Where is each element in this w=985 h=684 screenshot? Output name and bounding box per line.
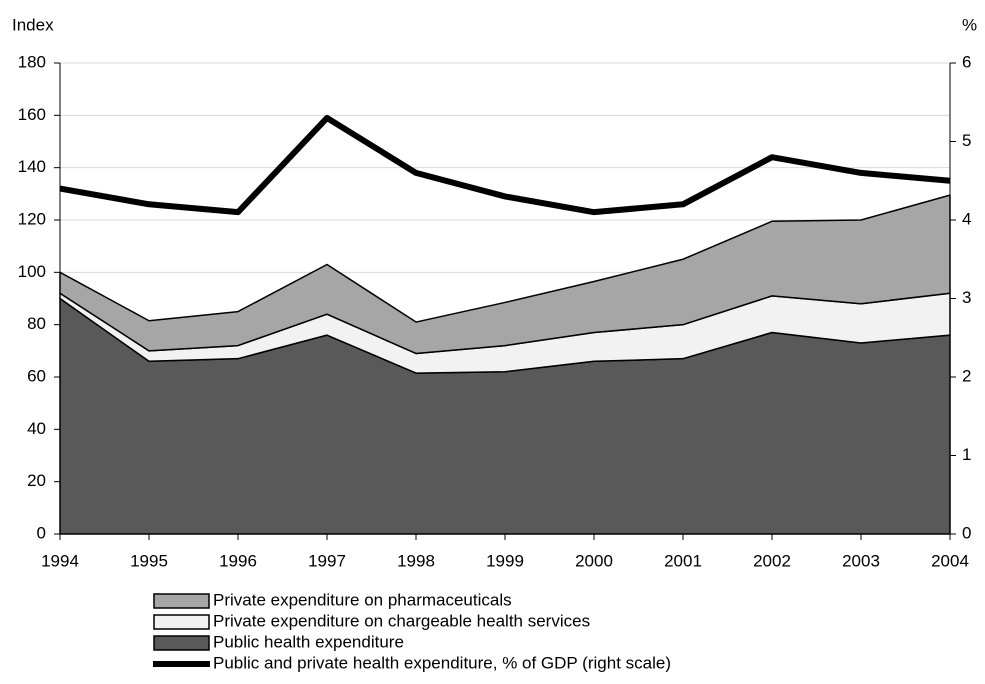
legend-label: Public health expenditure [213, 632, 404, 651]
x-tick-label: 1995 [130, 551, 168, 570]
x-tick-label: 2001 [664, 551, 702, 570]
x-tick-label: 2003 [842, 551, 880, 570]
x-tick-label: 2000 [575, 551, 613, 570]
y2-tick-label: 4 [962, 209, 971, 228]
y-tick-label: 120 [18, 209, 46, 228]
legend-label: Public and private health expenditure, %… [213, 653, 671, 672]
x-tick-label: 1998 [397, 551, 435, 570]
legend-swatch [153, 614, 210, 630]
y-tick-label: 160 [18, 105, 46, 124]
y-tick-label: 0 [37, 523, 46, 542]
line [59, 114, 951, 216]
y2-tick-label: 0 [962, 523, 971, 542]
legend-swatch [153, 635, 210, 651]
x-tick-label: 1996 [219, 551, 257, 570]
y2-axis-label: % [962, 15, 977, 34]
x-tick-label: 1997 [308, 551, 346, 570]
legend-label: Private expenditure on chargeable health… [213, 611, 590, 630]
y2-tick-label: 5 [962, 131, 971, 150]
x-tick-label: 1994 [41, 551, 79, 570]
y2-tick-label: 6 [962, 52, 971, 71]
x-tick-label: 2002 [753, 551, 791, 570]
y2-tick-label: 1 [962, 445, 971, 464]
y-tick-label: 80 [27, 314, 46, 333]
x-tick-label: 2004 [931, 551, 969, 570]
legend-label: Private expenditure on pharmaceuticals [213, 590, 512, 609]
y-tick-label: 40 [27, 419, 46, 438]
x-tick-label: 1999 [486, 551, 524, 570]
y-tick-label: 100 [18, 262, 46, 281]
y-tick-label: 180 [18, 52, 46, 71]
y2-tick-label: 2 [962, 366, 971, 385]
legend-swatch [153, 593, 210, 609]
y-tick-label: 140 [18, 157, 46, 176]
y2-tick-label: 3 [962, 288, 971, 307]
y-axis-label: Index [12, 15, 54, 34]
y-tick-label: 60 [27, 366, 46, 385]
y-tick-label: 20 [27, 471, 46, 490]
